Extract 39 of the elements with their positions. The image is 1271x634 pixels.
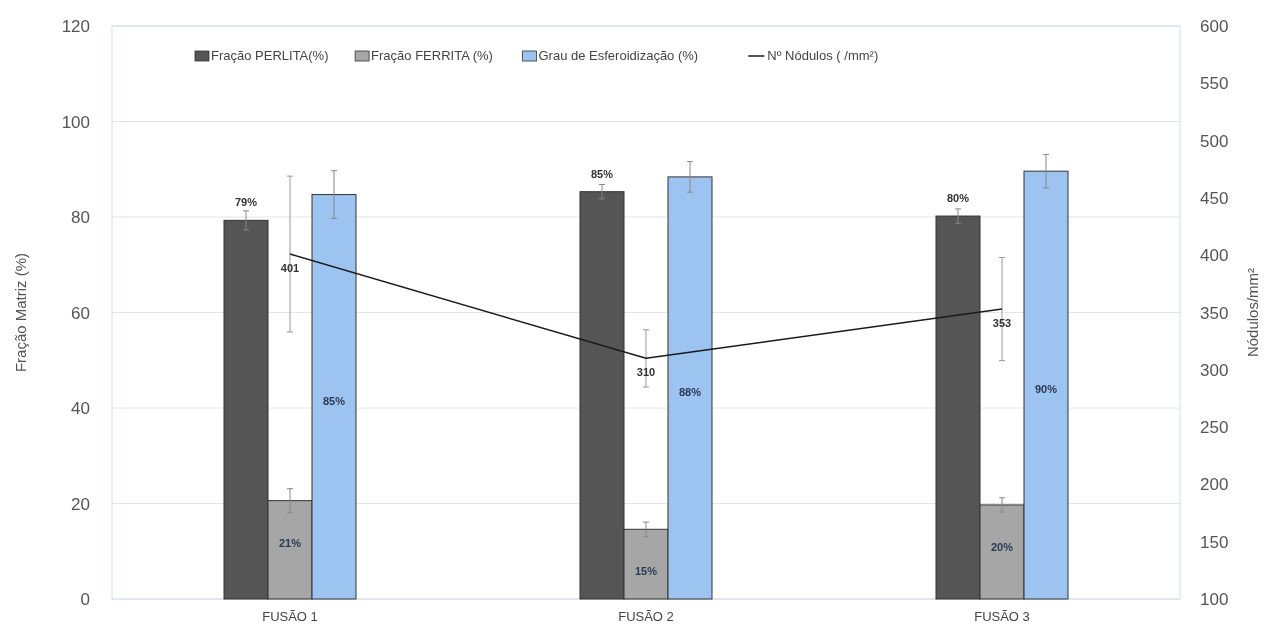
- y-tick-label: 80: [71, 208, 90, 227]
- y-tick-label: 20: [71, 494, 90, 514]
- data-label: 353: [992, 317, 1012, 330]
- y-tick-label: 120: [61, 17, 90, 36]
- data-label: 15%: [634, 565, 658, 578]
- legend-label: Nº Nódulos ( /mm²): [767, 48, 879, 63]
- x-tick-label: FUSÃO 2: [618, 609, 674, 624]
- data-label: 90%: [1034, 383, 1058, 396]
- data-label: 85%: [590, 167, 614, 180]
- y2-tick-label: 450: [1200, 188, 1229, 208]
- y-tick-label: 0: [80, 590, 90, 609]
- data-label: 20%: [990, 540, 1014, 553]
- data-label: 21%: [278, 536, 302, 549]
- y2-tick-label: 150: [1200, 532, 1229, 552]
- data-label: 85%: [322, 394, 346, 407]
- y2-axis-title: Nódulos/mm²: [1244, 267, 1261, 358]
- y-axis-title: Fração Matriz (%): [12, 252, 29, 373]
- y2-tick-label: 200: [1200, 475, 1229, 495]
- data-label: 80%: [946, 192, 970, 205]
- y2-tick-label: 300: [1200, 360, 1229, 380]
- y2-tick-label: 500: [1200, 131, 1229, 151]
- legend-label: Fração PERLITA(%): [211, 48, 329, 63]
- data-label: 310: [636, 366, 656, 379]
- data-label: 401: [280, 262, 300, 275]
- y-tick-label: 40: [71, 399, 90, 418]
- legend-label: Grau de Esferoidização (%): [538, 48, 699, 63]
- y2-tick-label: 350: [1200, 303, 1229, 323]
- y2-tick-label: 100: [1200, 590, 1229, 609]
- y-tick-label: 100: [61, 112, 90, 132]
- y-tick-label: 60: [71, 303, 90, 323]
- x-tick-label: FUSÃO 3: [974, 609, 1030, 624]
- legend-label: Fração FERRITA (%): [371, 48, 493, 63]
- y2-tick-label: 400: [1200, 246, 1229, 266]
- data-label: 88%: [678, 385, 702, 398]
- y2-tick-label: 250: [1200, 418, 1229, 438]
- data-label: 79%: [234, 196, 258, 209]
- x-tick-label: FUSÃO 1: [262, 609, 318, 624]
- y2-tick-label: 600: [1200, 17, 1229, 36]
- y2-tick-label: 550: [1200, 74, 1229, 94]
